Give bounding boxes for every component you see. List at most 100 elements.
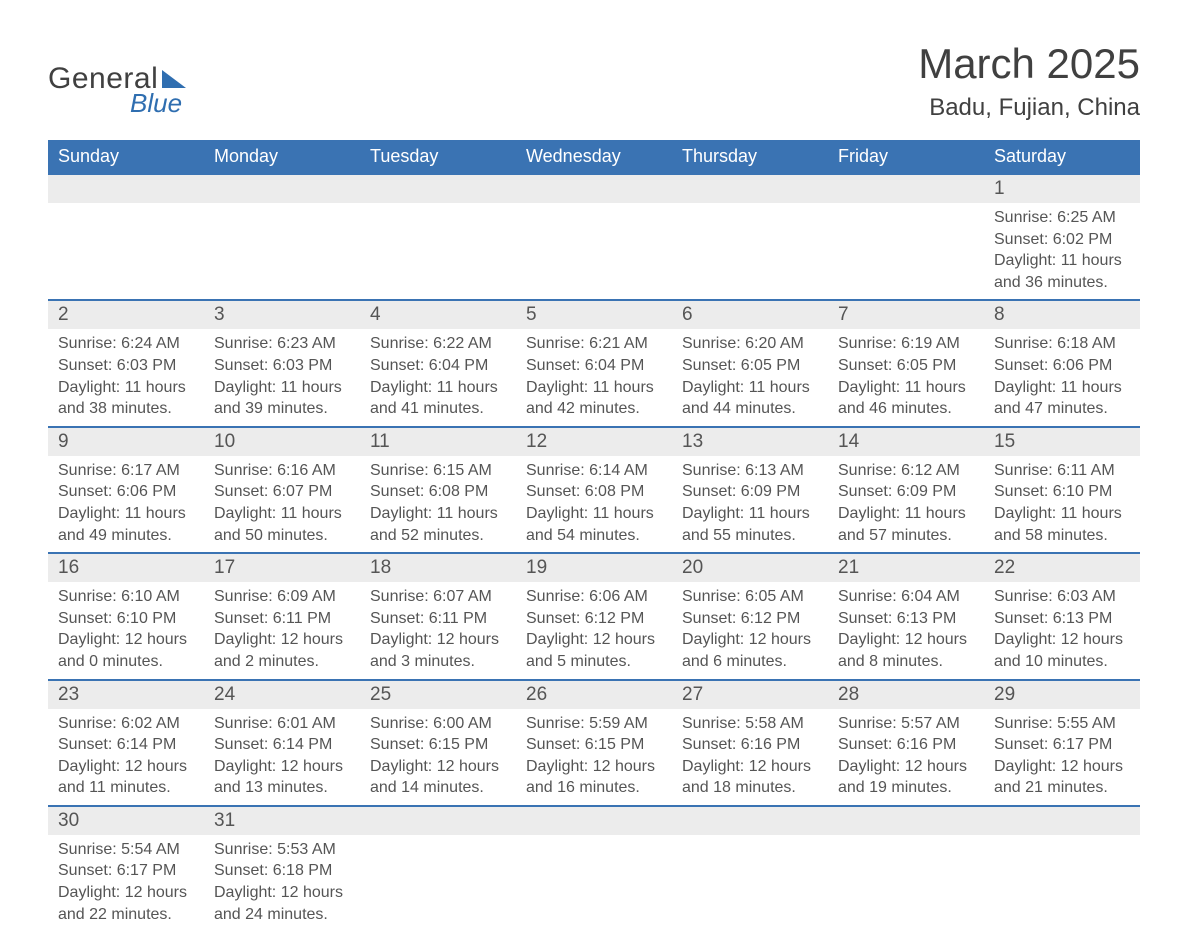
day-number: 12 [516, 428, 672, 456]
day-ss: Sunset: 6:11 PM [370, 608, 506, 630]
day-d1: Daylight: 12 hours [58, 756, 194, 778]
day-cell: Sunrise: 6:03 AMSunset: 6:13 PMDaylight:… [984, 582, 1140, 678]
day-sr: Sunrise: 6:22 AM [370, 333, 506, 355]
day-number: 10 [204, 428, 360, 456]
day-cell: Sunrise: 6:17 AMSunset: 6:06 PMDaylight:… [48, 456, 204, 552]
location-label: Badu, Fujian, China [929, 94, 1140, 122]
day-data-row: Sunrise: 6:02 AMSunset: 6:14 PMDaylight:… [48, 709, 1140, 805]
day-ss: Sunset: 6:18 PM [214, 860, 350, 882]
day-cell: Sunrise: 6:05 AMSunset: 6:12 PMDaylight:… [672, 582, 828, 678]
day-d1: Daylight: 12 hours [682, 756, 818, 778]
header: General Blue March 2025 Badu, Fujian, Ch… [48, 40, 1140, 122]
day-ss: Sunset: 6:13 PM [994, 608, 1130, 630]
weekday-label: Sunday [48, 140, 204, 175]
day-d2: and 14 minutes. [370, 777, 506, 799]
day-cell [828, 203, 984, 299]
day-number: 4 [360, 301, 516, 329]
day-d2: and 22 minutes. [58, 904, 194, 926]
day-number: 8 [984, 301, 1140, 329]
day-sr: Sunrise: 6:16 AM [214, 460, 350, 482]
day-sr: Sunrise: 6:02 AM [58, 713, 194, 735]
day-cell: Sunrise: 6:15 AMSunset: 6:08 PMDaylight:… [360, 456, 516, 552]
day-d2: and 42 minutes. [526, 398, 662, 420]
day-number: 23 [48, 681, 204, 709]
day-number: 7 [828, 301, 984, 329]
day-number [672, 175, 828, 203]
day-d1: Daylight: 11 hours [58, 503, 194, 525]
day-number-row: 23242526272829 [48, 679, 1140, 709]
day-d1: Daylight: 12 hours [214, 756, 350, 778]
weekday-header-row: SundayMondayTuesdayWednesdayThursdayFrid… [48, 140, 1140, 175]
day-number [828, 175, 984, 203]
day-d2: and 46 minutes. [838, 398, 974, 420]
day-ss: Sunset: 6:09 PM [682, 481, 818, 503]
weekday-label: Thursday [672, 140, 828, 175]
day-number: 29 [984, 681, 1140, 709]
day-number: 19 [516, 554, 672, 582]
day-d1: Daylight: 12 hours [526, 629, 662, 651]
day-number: 5 [516, 301, 672, 329]
day-ss: Sunset: 6:07 PM [214, 481, 350, 503]
day-ss: Sunset: 6:14 PM [214, 734, 350, 756]
day-number: 17 [204, 554, 360, 582]
day-d2: and 50 minutes. [214, 525, 350, 547]
day-sr: Sunrise: 5:59 AM [526, 713, 662, 735]
day-ss: Sunset: 6:03 PM [214, 355, 350, 377]
day-number: 31 [204, 807, 360, 835]
day-d1: Daylight: 12 hours [526, 756, 662, 778]
day-cell: Sunrise: 5:58 AMSunset: 6:16 PMDaylight:… [672, 709, 828, 805]
day-d1: Daylight: 11 hours [58, 377, 194, 399]
day-sr: Sunrise: 5:54 AM [58, 839, 194, 861]
day-ss: Sunset: 6:12 PM [682, 608, 818, 630]
day-d2: and 57 minutes. [838, 525, 974, 547]
day-sr: Sunrise: 6:19 AM [838, 333, 974, 355]
day-number-row: 16171819202122 [48, 552, 1140, 582]
day-d1: Daylight: 12 hours [682, 629, 818, 651]
day-sr: Sunrise: 6:00 AM [370, 713, 506, 735]
day-number: 9 [48, 428, 204, 456]
day-d1: Daylight: 11 hours [838, 503, 974, 525]
day-number: 15 [984, 428, 1140, 456]
day-ss: Sunset: 6:08 PM [370, 481, 506, 503]
day-cell [516, 203, 672, 299]
day-d1: Daylight: 11 hours [370, 377, 506, 399]
day-d1: Daylight: 11 hours [526, 377, 662, 399]
day-number: 13 [672, 428, 828, 456]
day-ss: Sunset: 6:17 PM [994, 734, 1130, 756]
day-number-row: 9101112131415 [48, 426, 1140, 456]
day-sr: Sunrise: 6:03 AM [994, 586, 1130, 608]
day-d2: and 52 minutes. [370, 525, 506, 547]
day-cell: Sunrise: 5:53 AMSunset: 6:18 PMDaylight:… [204, 835, 360, 931]
day-ss: Sunset: 6:15 PM [526, 734, 662, 756]
day-number: 25 [360, 681, 516, 709]
day-d1: Daylight: 11 hours [994, 503, 1130, 525]
day-ss: Sunset: 6:04 PM [370, 355, 506, 377]
day-number [516, 807, 672, 835]
day-sr: Sunrise: 6:23 AM [214, 333, 350, 355]
day-sr: Sunrise: 6:18 AM [994, 333, 1130, 355]
day-cell: Sunrise: 5:59 AMSunset: 6:15 PMDaylight:… [516, 709, 672, 805]
day-cell: Sunrise: 6:16 AMSunset: 6:07 PMDaylight:… [204, 456, 360, 552]
day-number: 14 [828, 428, 984, 456]
day-d2: and 41 minutes. [370, 398, 506, 420]
day-d1: Daylight: 11 hours [370, 503, 506, 525]
day-d2: and 0 minutes. [58, 651, 194, 673]
day-d2: and 39 minutes. [214, 398, 350, 420]
day-cell: Sunrise: 6:23 AMSunset: 6:03 PMDaylight:… [204, 329, 360, 425]
day-ss: Sunset: 6:05 PM [682, 355, 818, 377]
day-sr: Sunrise: 6:12 AM [838, 460, 974, 482]
day-d1: Daylight: 11 hours [682, 503, 818, 525]
day-d2: and 10 minutes. [994, 651, 1130, 673]
day-ss: Sunset: 6:17 PM [58, 860, 194, 882]
day-sr: Sunrise: 6:05 AM [682, 586, 818, 608]
day-cell [516, 835, 672, 931]
day-cell: Sunrise: 6:11 AMSunset: 6:10 PMDaylight:… [984, 456, 1140, 552]
day-d1: Daylight: 12 hours [214, 882, 350, 904]
day-d1: Daylight: 12 hours [58, 629, 194, 651]
day-number: 27 [672, 681, 828, 709]
day-sr: Sunrise: 6:24 AM [58, 333, 194, 355]
day-data-row: Sunrise: 6:10 AMSunset: 6:10 PMDaylight:… [48, 582, 1140, 678]
day-sr: Sunrise: 5:53 AM [214, 839, 350, 861]
day-cell: Sunrise: 6:18 AMSunset: 6:06 PMDaylight:… [984, 329, 1140, 425]
day-d1: Daylight: 12 hours [370, 629, 506, 651]
